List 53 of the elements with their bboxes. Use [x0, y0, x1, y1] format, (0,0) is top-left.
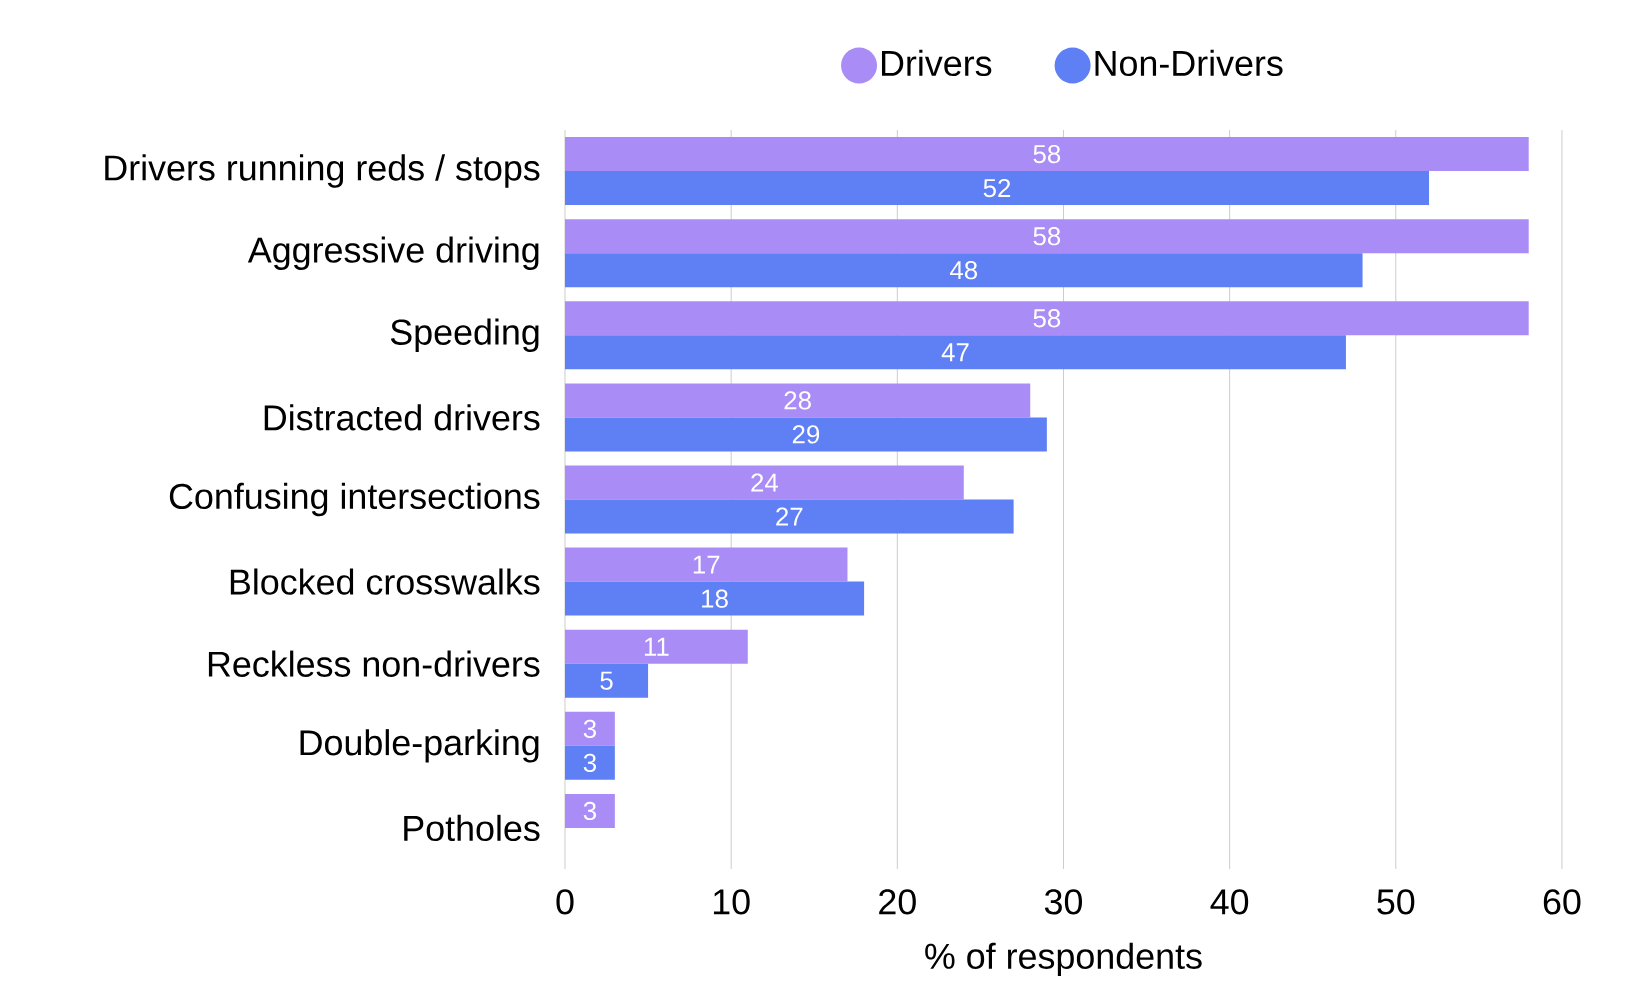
bar — [565, 383, 1031, 418]
bar — [565, 301, 1529, 336]
data-label: 58 — [1033, 309, 1061, 328]
data-label: 5 — [600, 671, 613, 690]
bar — [565, 547, 848, 582]
bar — [565, 581, 865, 616]
bar — [565, 465, 964, 500]
bar — [565, 793, 615, 828]
data-label: 17 — [693, 555, 720, 574]
data-label: 29 — [792, 425, 820, 444]
legend-label: Non-Drivers — [1095, 49, 1283, 77]
data-label: 52 — [983, 178, 1011, 198]
x-tick-label: 0 — [556, 889, 574, 915]
data-label: 3 — [583, 801, 596, 821]
bar — [565, 745, 615, 780]
bar — [565, 253, 1363, 288]
x-axis-title: % of respondents — [925, 942, 1202, 977]
x-tick-label: 60 — [1543, 889, 1581, 915]
data-label: 58 — [1033, 144, 1061, 164]
y-tick-label: Speeding — [390, 318, 539, 352]
legend-label: Drivers — [881, 49, 992, 77]
bar — [565, 137, 1529, 172]
y-tick-label: Blocked crosswalks — [230, 568, 540, 595]
data-label: 24 — [751, 473, 779, 492]
x-tick-label: 10 — [713, 889, 750, 915]
x-tick-label: 40 — [1210, 889, 1249, 915]
y-tick-label: Drivers running reds / stops — [105, 154, 540, 188]
y-tick-label: Potholes — [404, 814, 540, 842]
data-label: 48 — [949, 260, 978, 280]
data-label: 58 — [1033, 226, 1061, 246]
data-label: 28 — [784, 391, 811, 410]
bar — [565, 219, 1529, 254]
data-label: 47 — [941, 343, 969, 362]
bar — [565, 417, 1047, 452]
bar — [565, 335, 1346, 370]
data-label: 3 — [583, 719, 596, 739]
x-tick-label: 30 — [1044, 889, 1083, 915]
bar — [565, 711, 615, 746]
data-label: 3 — [583, 753, 596, 773]
data-label: 18 — [702, 589, 728, 608]
y-tick-label: Distracted drivers — [264, 404, 540, 431]
y-tick-label: Double-parking — [300, 729, 539, 763]
bar — [565, 629, 748, 664]
bar — [565, 663, 649, 698]
y-tick-label: Confusing intersections — [169, 482, 540, 517]
data-label: 11 — [644, 637, 669, 656]
data-label: 27 — [776, 507, 803, 526]
bar — [565, 171, 1430, 206]
y-tick-label: Reckless non-drivers — [208, 650, 540, 677]
x-tick-label: 50 — [1377, 889, 1415, 915]
x-tick-label: 20 — [879, 889, 916, 915]
y-tick-label: Aggressive driving — [247, 236, 539, 270]
bar — [565, 499, 1014, 534]
